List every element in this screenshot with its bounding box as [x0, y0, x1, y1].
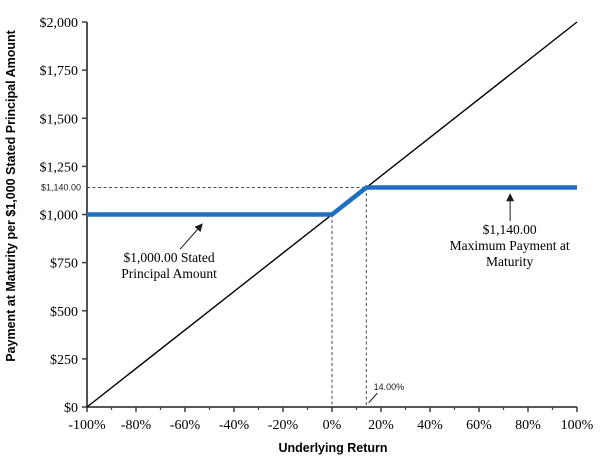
y-tick-label: $250 — [50, 353, 78, 368]
x-axis-title: Underlying Return — [278, 441, 387, 455]
x-tick-label: -80% — [121, 418, 152, 433]
series-group — [86, 21, 578, 408]
stated-principal-annotation-arrow — [179, 223, 203, 250]
cap-return-label-text: 14.00% — [374, 382, 405, 392]
y-tick-label: $500 — [50, 305, 78, 320]
cap-return-label-arrow — [368, 392, 378, 404]
x-tick-label: 40% — [417, 418, 443, 433]
y-axis-title: Payment at Maturity per $1,000 Stated Pr… — [4, 29, 18, 361]
y-tick-label: $1,500 — [40, 112, 79, 127]
y-tick-label: $1,250 — [40, 160, 79, 175]
axes-group: $0 $250 $500 $750 $1,000 $1,250 $1,500 $1,750 $2… — [40, 16, 594, 433]
max-payment-annotation-text: Maturity — [486, 254, 533, 269]
x-tick-label: 20% — [368, 418, 394, 433]
payment-at-maturity-line — [87, 185, 577, 217]
stated-principal-annotation-text: Principal Amount — [121, 266, 217, 281]
y-tick-label: $1,000 — [40, 209, 79, 224]
reference-lines-group — [87, 187, 367, 407]
y-tick-label: $2,000 — [40, 16, 79, 31]
y-tick-label: $0 — [64, 401, 78, 416]
x-tick-label: 0% — [323, 418, 342, 433]
x-tick-label: -100% — [68, 418, 106, 433]
x-tick-label: 100% — [561, 418, 594, 433]
x-tick-label: -40% — [219, 418, 250, 433]
y-tick-label: $1,750 — [40, 64, 79, 79]
x-tick-label: 80% — [515, 418, 541, 433]
x-tick-label: 60% — [466, 418, 492, 433]
max-payment-annotation-text: $1,140.00 — [483, 222, 537, 237]
y-tick-label: $750 — [50, 257, 78, 272]
x-tick-label: -60% — [170, 418, 201, 433]
x-tick-label: -20% — [268, 418, 299, 433]
max-payment-annotation-text: Maximum Payment at — [450, 238, 570, 253]
stated-principal-annotation-text: $1,000.00 Stated — [124, 250, 215, 265]
max-payment-y-label: $1,140.00 — [41, 183, 81, 193]
